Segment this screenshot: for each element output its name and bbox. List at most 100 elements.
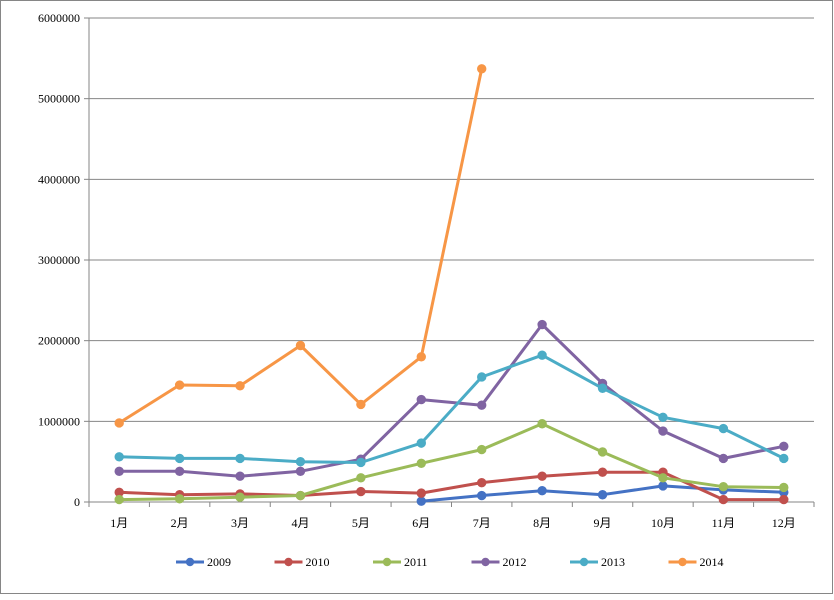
data-point xyxy=(174,466,185,477)
data-point xyxy=(597,490,608,500)
legend-label: 2009 xyxy=(207,555,231,569)
x-tick-label: 4月 xyxy=(291,516,309,530)
y-tick-label: 6000000 xyxy=(38,11,80,25)
legend-swatch-marker xyxy=(185,557,195,567)
data-point xyxy=(416,394,426,405)
data-point xyxy=(477,477,487,488)
data-point xyxy=(718,453,729,464)
data-point xyxy=(356,486,366,497)
data-point xyxy=(718,423,729,434)
data-point xyxy=(416,438,426,448)
data-point xyxy=(356,399,366,410)
data-point xyxy=(114,494,124,505)
series-line-2011 xyxy=(119,422,784,502)
legend-label: 2013 xyxy=(601,555,625,569)
data-point xyxy=(477,372,487,382)
data-point xyxy=(295,466,306,477)
data-point xyxy=(295,456,306,467)
series-2013 xyxy=(114,350,789,468)
data-point xyxy=(597,447,608,457)
data-point xyxy=(597,467,608,477)
legend-swatch-marker xyxy=(382,557,392,567)
data-point xyxy=(295,340,306,351)
y-axis-ticks: 0 1000000 2000000 3000000 4000000 5000000 6000… xyxy=(38,11,89,509)
data-point xyxy=(779,441,789,452)
data-point xyxy=(174,453,185,464)
data-point xyxy=(658,412,668,422)
x-tick-label: 1月 xyxy=(110,516,128,530)
data-point xyxy=(295,490,306,501)
series-line-2013 xyxy=(119,353,785,464)
data-point xyxy=(537,350,547,360)
y-tick-label: 5000000 xyxy=(38,92,80,106)
y-tick-label: 3000000 xyxy=(38,253,80,267)
x-tick-label: 7月 xyxy=(473,516,491,530)
data-point xyxy=(235,492,245,502)
x-tick-label: 9月 xyxy=(594,516,612,530)
data-point xyxy=(779,494,789,505)
y-tick-label: 4000000 xyxy=(38,172,80,186)
data-point xyxy=(416,352,426,362)
legend-item-2013: 2013 xyxy=(570,555,625,569)
legend-swatch-marker xyxy=(579,557,589,567)
series-2011 xyxy=(114,419,789,505)
data-point xyxy=(537,419,547,429)
x-tick-label: 10月 xyxy=(651,516,675,530)
data-point xyxy=(537,319,547,330)
data-point xyxy=(477,490,487,501)
y-tick-label: 0 xyxy=(74,495,80,509)
data-point xyxy=(416,458,426,468)
series-2012 xyxy=(114,319,789,481)
data-point xyxy=(174,494,185,504)
y-tick-label: 2000000 xyxy=(38,334,80,348)
data-point xyxy=(114,418,124,428)
series-2014 xyxy=(114,64,487,428)
data-point xyxy=(356,457,366,468)
legend-item-2011: 2011 xyxy=(373,555,428,569)
legend-label: 2014 xyxy=(700,555,724,569)
x-axis-ticks: 1月 2月 3月 4月 5月 6月 7月 8月 9月 10月 11月 12月 xyxy=(88,502,815,530)
data-point xyxy=(779,482,789,493)
data-point xyxy=(718,481,729,492)
series-line-2010 xyxy=(119,470,784,502)
data-point xyxy=(235,381,245,391)
data-point xyxy=(477,64,487,74)
x-tick-label: 6月 xyxy=(412,516,430,530)
series-line-2012 xyxy=(119,323,785,478)
legend-item-2014: 2014 xyxy=(668,555,724,569)
legend-label: 2010 xyxy=(306,555,330,569)
x-tick-label: 2月 xyxy=(171,516,189,530)
legend-item-2009: 2009 xyxy=(176,555,231,569)
legend-label: 2012 xyxy=(503,555,527,569)
data-point xyxy=(114,466,124,477)
legend-swatch-marker xyxy=(678,557,687,567)
legend: 2009 2010 2011 2012 2013 2014 xyxy=(176,555,724,569)
legend-swatch-marker xyxy=(481,557,490,567)
data-point xyxy=(658,481,668,491)
data-point xyxy=(477,444,487,455)
series-group xyxy=(114,64,789,506)
data-point xyxy=(416,496,426,506)
data-point xyxy=(658,426,668,436)
x-tick-label: 3月 xyxy=(231,516,249,530)
series-line-2014 xyxy=(118,68,484,425)
data-point xyxy=(718,494,729,505)
legend-item-2010: 2010 xyxy=(274,555,330,569)
data-point xyxy=(597,383,608,393)
data-point xyxy=(477,400,487,410)
data-point xyxy=(658,473,668,483)
data-point xyxy=(174,380,185,390)
legend-swatch-marker xyxy=(284,557,293,567)
gridlines xyxy=(89,17,814,422)
legend-item-2012: 2012 xyxy=(471,555,527,569)
data-point xyxy=(235,471,245,481)
x-tick-label: 12月 xyxy=(772,516,796,530)
x-tick-label: 8月 xyxy=(533,516,551,530)
data-point xyxy=(235,453,245,464)
legend-label: 2011 xyxy=(404,555,428,569)
x-tick-label: 11月 xyxy=(712,516,736,530)
data-point xyxy=(416,488,426,498)
data-point xyxy=(114,452,124,462)
